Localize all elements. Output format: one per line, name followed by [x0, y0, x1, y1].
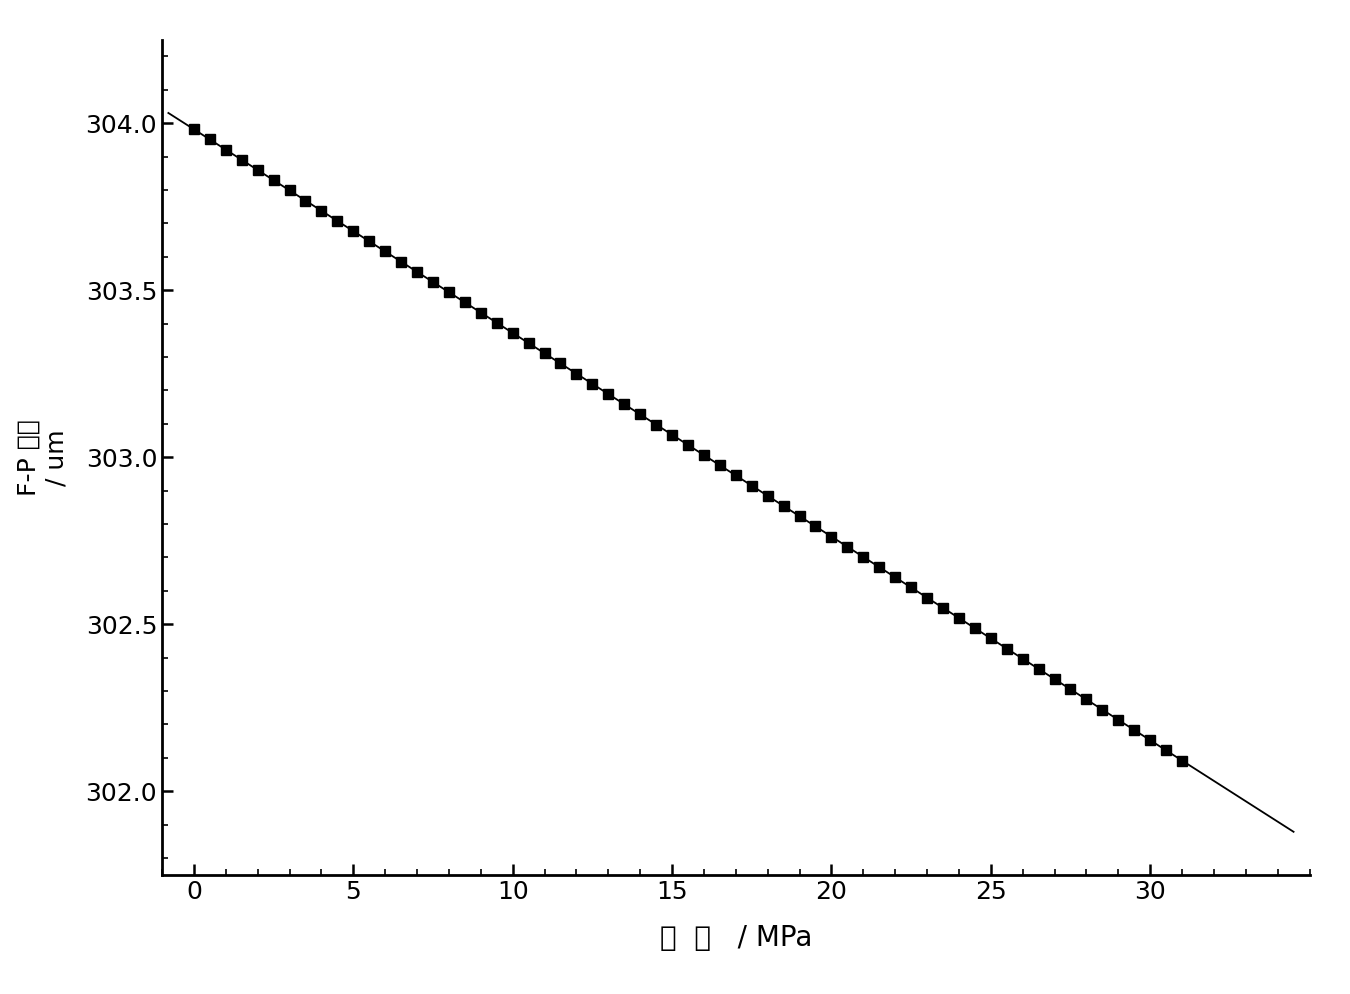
X-axis label: 压  强   / MPa: 压 强 / MPa: [660, 924, 811, 952]
Y-axis label: F-P 腔长
/ um: F-P 腔长 / um: [18, 418, 69, 496]
